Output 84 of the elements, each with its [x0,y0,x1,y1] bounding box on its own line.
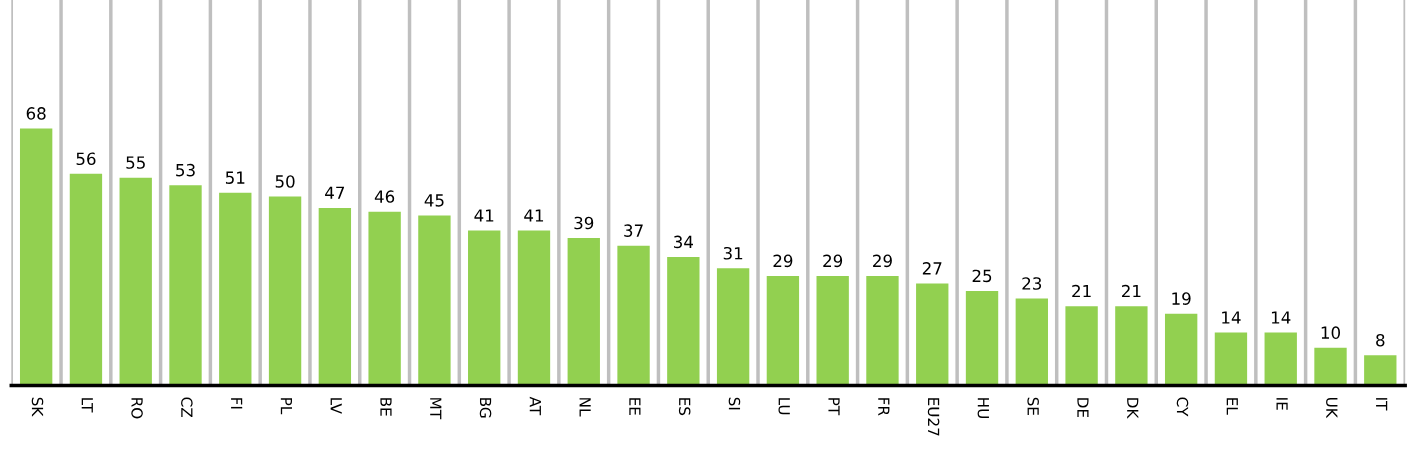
bar [119,177,152,386]
bar [418,215,451,386]
bar [368,211,401,386]
data-label: 10 [1321,326,1341,339]
data-label: 8 [1376,333,1385,347]
x-tick-label: LU [778,398,790,415]
x-tick-label: CZ [181,397,193,418]
x-tick-label: NL [579,398,591,417]
data-label: 21 [1122,284,1141,298]
bar [866,275,899,386]
data-label: 14 [1271,311,1291,324]
bar [69,173,103,386]
x-tick-label: PL [280,398,292,415]
data-label: 23 [1022,277,1042,290]
bar [667,257,700,386]
x-tick-label: DK [1127,398,1139,419]
x-tick-label: FR [878,398,890,416]
bar [816,275,849,386]
x-tick-label: SE [1027,397,1039,415]
bar [1314,347,1347,386]
bar [219,192,252,386]
data-label: 50 [275,175,295,188]
data-label: 51 [225,171,245,184]
x-tick-label: EE [629,398,641,415]
x-tick-label: AT [529,396,541,416]
bar [1264,332,1297,386]
data-label: 21 [1072,284,1091,298]
bar [268,196,302,386]
data-label: 29 [823,254,843,268]
bar [468,230,501,386]
data-label: 37 [624,224,643,237]
bar [517,230,551,386]
bar [1364,355,1397,386]
data-label: 55 [126,156,145,169]
x-tick-label: BG [479,398,492,418]
x-tick-label: FI [231,398,243,409]
x-tick-label: BE [380,398,392,416]
x-tick-label: LV [330,398,342,414]
data-label: 47 [325,186,345,199]
x-tick-label: PT [828,398,840,416]
data-label: 29 [773,254,793,268]
data-label: 31 [723,246,743,260]
data-label: 25 [972,269,992,283]
x-tick-label: SI [728,397,741,410]
data-label: 45 [424,194,444,207]
x-tick-label: RO [131,398,143,419]
x-tick-label: EU27 [927,398,940,436]
x-tick-label: IT [1376,398,1388,411]
data-label: 46 [374,190,395,203]
bar [318,207,352,386]
bar [19,128,53,386]
data-label: 41 [524,209,544,222]
data-label: 34 [674,235,693,249]
bar [1065,306,1098,386]
bar [567,238,600,386]
data-label: 39 [574,216,594,230]
bar [169,185,202,386]
x-tick-label: UK [1326,397,1338,419]
bar [617,245,650,386]
x-tick-label: LT [81,398,93,413]
data-label: 29 [873,254,892,268]
bar [1164,313,1198,386]
bar [1214,332,1248,386]
bar [716,268,750,386]
x-tick-label: ES [678,398,691,416]
bar [1115,306,1148,386]
x-tick-label: SK [31,397,44,417]
x-tick-label: MT [430,398,442,420]
x-tick-label: DE [1077,398,1089,418]
x-tick-label: HU [977,398,989,418]
data-label: 41 [474,209,494,222]
bar [1015,298,1048,386]
bar [965,291,999,386]
data-label: 53 [176,163,195,177]
bar [916,283,949,386]
x-tick-label: EL [1226,398,1238,415]
bar [766,275,800,386]
data-label: 56 [76,152,96,166]
data-label: 68 [26,107,46,120]
x-tick-label: CY [1176,397,1189,417]
data-label: 19 [1172,292,1191,305]
x-tick-label: IE [1276,398,1288,410]
data-label: 27 [922,262,942,275]
data-label: 14 [1222,311,1241,324]
